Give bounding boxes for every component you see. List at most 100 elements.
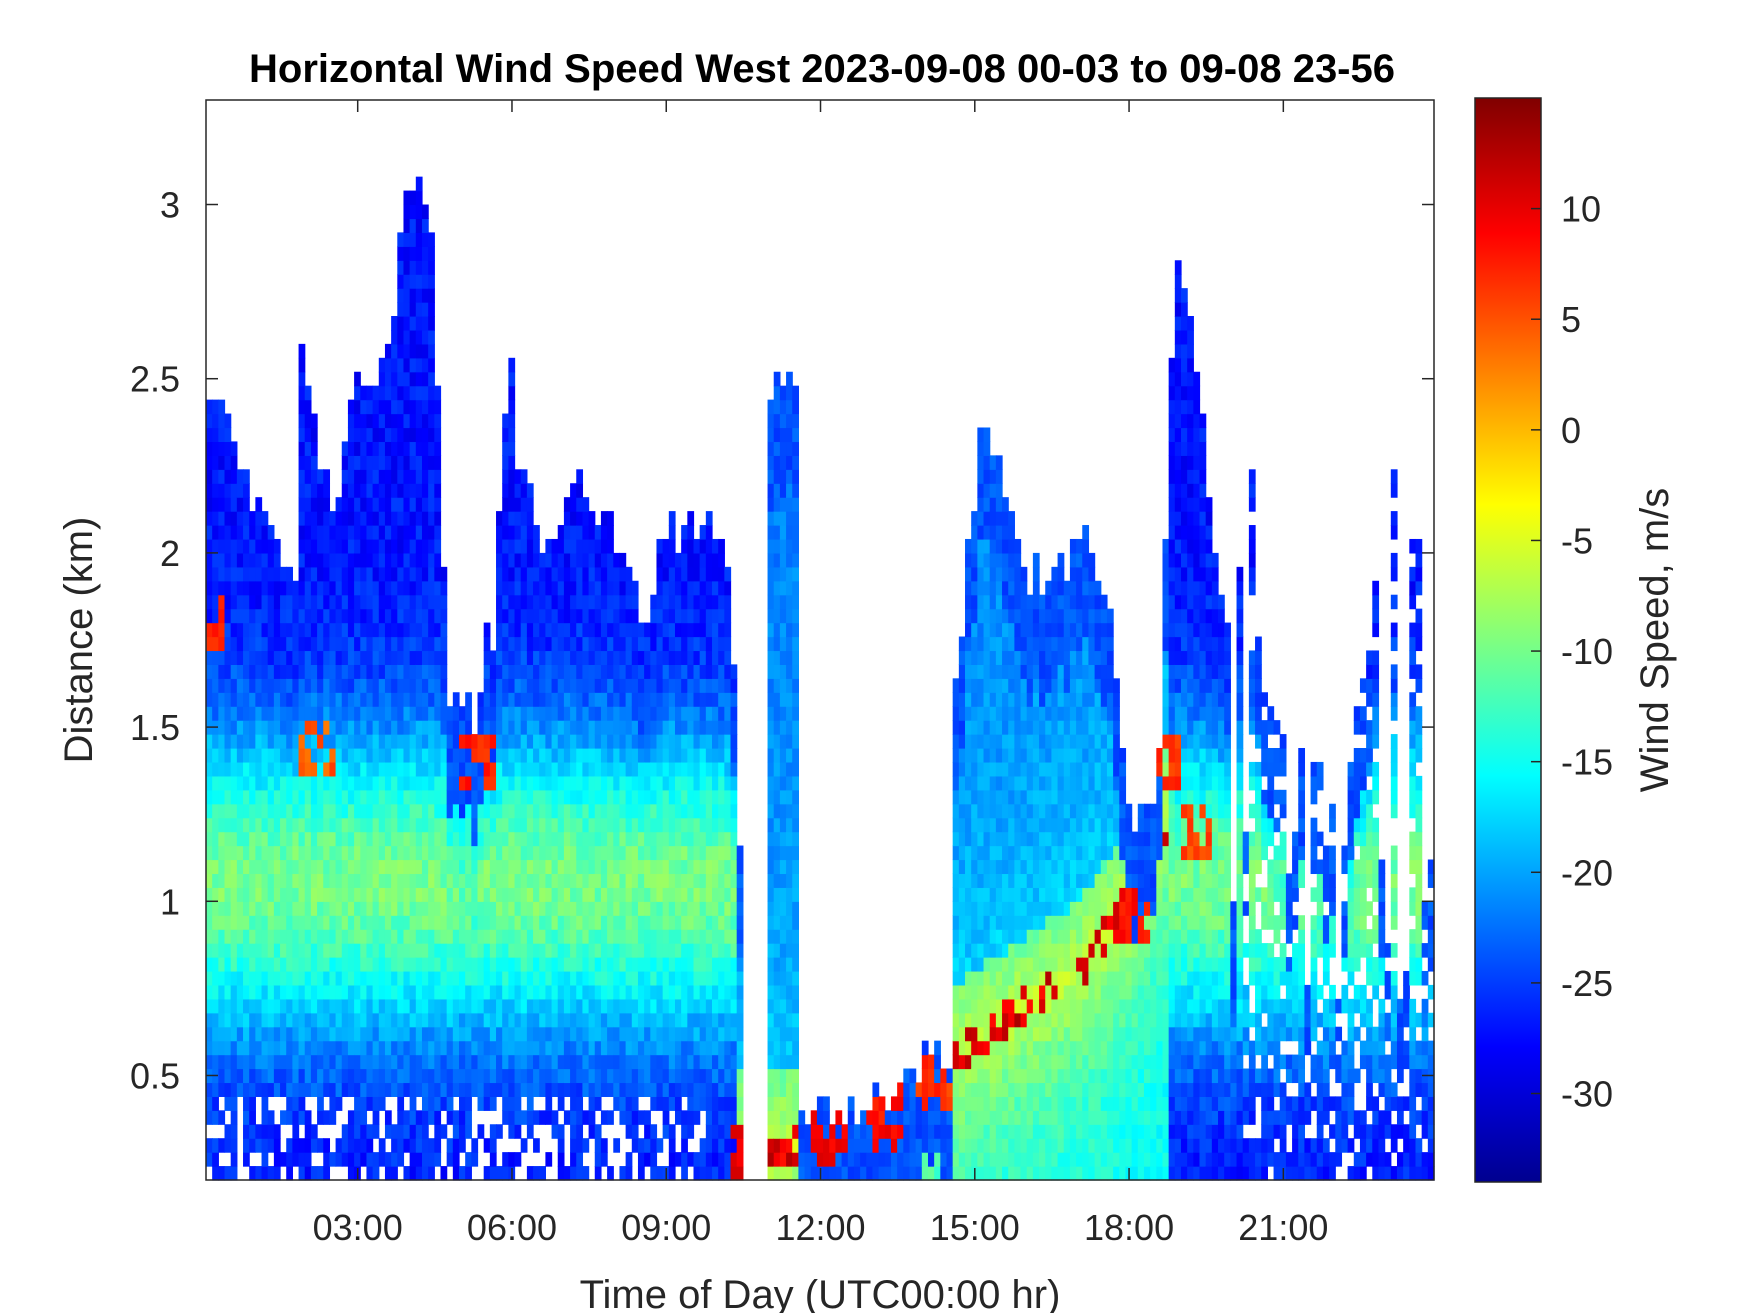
heatmap-cell <box>354 692 361 707</box>
heatmap-cell <box>798 1124 806 1139</box>
heatmap-cell <box>637 692 645 707</box>
heatmap-cell <box>409 288 417 303</box>
heatmap-cell <box>273 761 281 777</box>
heatmap-cell <box>792 399 800 415</box>
heatmap-cell <box>440 1026 448 1042</box>
heatmap-cell <box>1002 1054 1009 1070</box>
heatmap-cell <box>767 720 775 735</box>
heatmap-cell <box>428 371 435 387</box>
heatmap-cell <box>958 761 966 777</box>
heatmap-cell <box>341 1054 349 1070</box>
heatmap-cell <box>681 970 688 986</box>
heatmap-cell <box>502 831 509 847</box>
heatmap-cell <box>310 1026 318 1042</box>
heatmap-cell <box>335 580 343 596</box>
heatmap-cell <box>736 1110 744 1125</box>
heatmap-cell <box>631 845 639 861</box>
heatmap-cell <box>354 720 361 735</box>
heatmap-cell <box>724 748 732 763</box>
heatmap-cell <box>471 1082 479 1097</box>
heatmap-cell <box>631 887 639 902</box>
heatmap-cell <box>249 859 256 875</box>
heatmap-cell <box>514 1040 522 1056</box>
heatmap-cell <box>502 929 509 944</box>
heatmap-cell <box>218 998 226 1014</box>
heatmap-cell <box>1002 692 1009 707</box>
heatmap-cell <box>391 664 398 679</box>
heatmap-cell <box>995 775 1003 791</box>
heatmap-cell <box>995 1054 1003 1070</box>
heatmap-cell <box>360 734 368 749</box>
heatmap-cell <box>384 1040 392 1056</box>
heatmap-cell <box>705 984 713 1000</box>
heatmap-cell <box>403 720 411 735</box>
heatmap-cell <box>304 1110 312 1125</box>
heatmap-cell <box>496 664 503 679</box>
heatmap-cell <box>249 538 256 554</box>
heatmap-cell <box>212 984 219 1000</box>
heatmap-cell <box>261 636 269 652</box>
heatmap-cell <box>693 859 701 875</box>
heatmap-cell <box>280 1026 287 1042</box>
heatmap-cell <box>631 720 639 735</box>
heatmap-cell <box>613 998 621 1014</box>
heatmap-cell <box>545 803 553 819</box>
heatmap-cell <box>409 706 417 721</box>
heatmap-cell <box>415 943 423 958</box>
heatmap-cell <box>594 1026 602 1042</box>
heatmap-cell <box>557 692 565 707</box>
heatmap-cell <box>693 636 701 652</box>
heatmap-cell <box>440 859 448 875</box>
heatmap-cell <box>724 608 732 624</box>
heatmap-cell <box>206 1054 213 1070</box>
heatmap-cell <box>588 748 596 763</box>
heatmap-cell <box>354 1110 361 1125</box>
heatmap-cell <box>767 413 775 429</box>
heatmap-cell <box>224 552 232 568</box>
heatmap-cell <box>421 873 429 888</box>
heatmap-cell <box>730 692 738 707</box>
heatmap-cell <box>946 1152 954 1167</box>
heatmap-cell <box>786 469 793 484</box>
heatmap-cell <box>230 1082 238 1097</box>
heatmap-cell <box>786 580 793 596</box>
heatmap-cell <box>255 594 263 610</box>
heatmap-cell <box>206 622 213 638</box>
heatmap-cell <box>421 1096 429 1111</box>
heatmap-cell <box>341 552 349 568</box>
heatmap-cell <box>224 413 232 429</box>
heatmap-cell <box>508 497 516 512</box>
heatmap-cell <box>360 1152 368 1167</box>
heatmap-cell <box>360 748 368 763</box>
heatmap-cell <box>977 748 985 763</box>
heatmap-cell <box>625 775 633 791</box>
heatmap-cell <box>341 873 349 888</box>
heatmap-cell <box>600 720 608 735</box>
heatmap-cell <box>286 984 293 1000</box>
heatmap-cell <box>545 775 553 791</box>
heatmap-cell <box>983 1054 991 1070</box>
heatmap-cell <box>415 1138 423 1153</box>
heatmap-cell <box>360 789 368 805</box>
heatmap-cell <box>582 984 590 1000</box>
heatmap-cell <box>446 859 454 875</box>
heatmap-cell <box>236 1026 244 1042</box>
heatmap-cell <box>459 1012 466 1028</box>
heatmap-cell <box>378 943 386 958</box>
heatmap-cell <box>705 511 713 526</box>
heatmap-cell <box>218 706 226 721</box>
heatmap-cell <box>563 929 571 944</box>
heatmap-cell <box>249 1110 256 1125</box>
heatmap-cell <box>718 594 725 610</box>
heatmap-cell <box>952 706 960 721</box>
heatmap-cell <box>718 761 725 777</box>
heatmap-cell <box>779 1012 787 1028</box>
heatmap-cell <box>236 859 244 875</box>
heatmap-cell <box>557 636 565 652</box>
heatmap-cell <box>483 1068 491 1084</box>
heatmap-cell <box>341 915 349 930</box>
heatmap-cell <box>563 943 571 958</box>
heatmap-cell <box>699 873 707 888</box>
heatmap-cell <box>977 594 985 610</box>
heatmap-cell <box>415 998 423 1014</box>
